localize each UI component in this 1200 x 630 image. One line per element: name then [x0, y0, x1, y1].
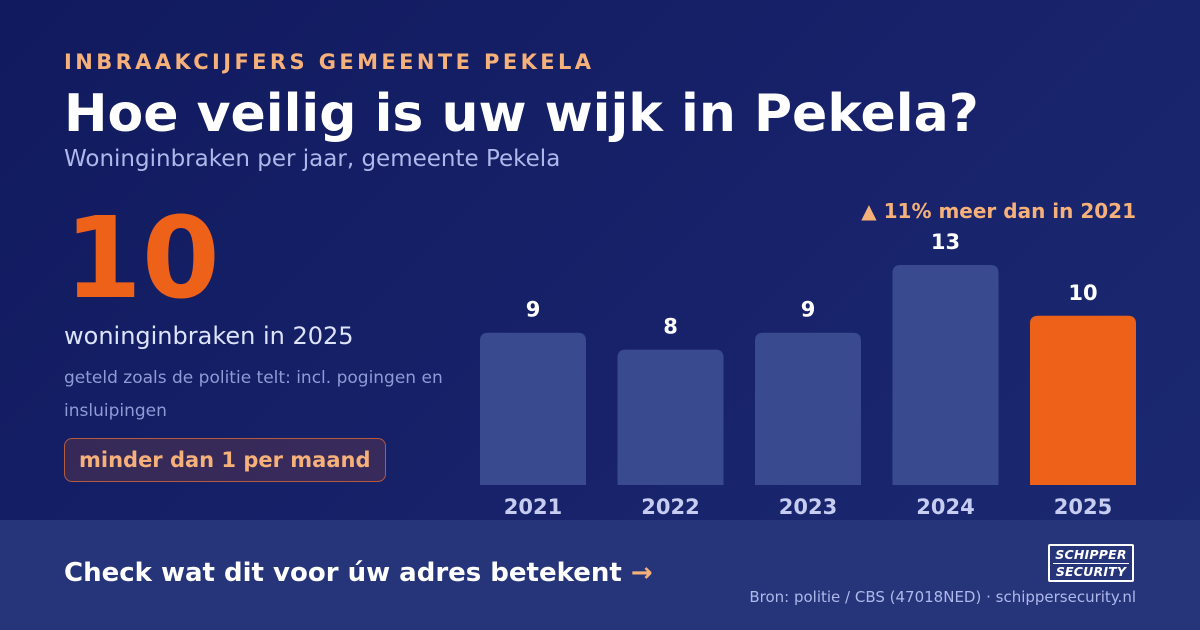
x-tick-2023: 2023 — [779, 495, 837, 519]
footer-bar: Check wat dit voor úw adres betekent → S… — [0, 520, 1200, 630]
eyebrow-label: INBRAAKCIJFERS GEMEENTE PEKELA — [64, 50, 595, 74]
x-tick-2025: 2025 — [1054, 495, 1112, 519]
highlight-note: geteld zoals de politie telt: incl. pogi… — [64, 368, 443, 421]
cta-text: Check wat dit voor úw adres betekent — [64, 558, 622, 588]
logo-line-1: SCHIPPER — [1055, 546, 1127, 562]
x-tick-2024: 2024 — [916, 495, 974, 519]
bar-2025 — [1030, 315, 1136, 485]
source-text: Bron: politie / CBS (47018NED) · schippe… — [749, 588, 1136, 606]
data-label-2023: 9 — [801, 298, 816, 322]
highlight-pill: minder dan 1 per maand — [64, 438, 386, 482]
logo-divider — [1053, 562, 1129, 564]
page-title: Hoe veilig is uw wijk in Pekela? — [64, 84, 979, 144]
x-tick-2022: 2022 — [641, 495, 699, 519]
bar-2022 — [617, 349, 724, 485]
trend-label: ▲ 11% meer dan in 2021 — [861, 199, 1136, 223]
bar-2024 — [892, 265, 999, 485]
data-label-2022: 8 — [663, 315, 678, 339]
bar-2021 — [480, 332, 586, 485]
logo-line-2: SECURITY — [1055, 563, 1127, 579]
page-subtitle: Woninginbraken per jaar, gemeente Pekela — [64, 146, 561, 172]
brand-logo: SCHIPPER SECURITY — [1048, 544, 1134, 582]
data-label-2021: 9 — [526, 298, 541, 322]
data-label-2025: 10 — [1068, 281, 1097, 305]
highlight-value: 10 — [64, 194, 220, 324]
arrow-right-icon: → — [630, 558, 653, 588]
cta-link[interactable]: Check wat dit voor úw adres betekent → — [64, 558, 653, 588]
data-label-2024: 13 — [931, 230, 960, 254]
x-tick-2021: 2021 — [504, 495, 562, 519]
highlight-caption: woninginbraken in 2025 — [64, 322, 354, 350]
bar-2023 — [755, 332, 861, 485]
